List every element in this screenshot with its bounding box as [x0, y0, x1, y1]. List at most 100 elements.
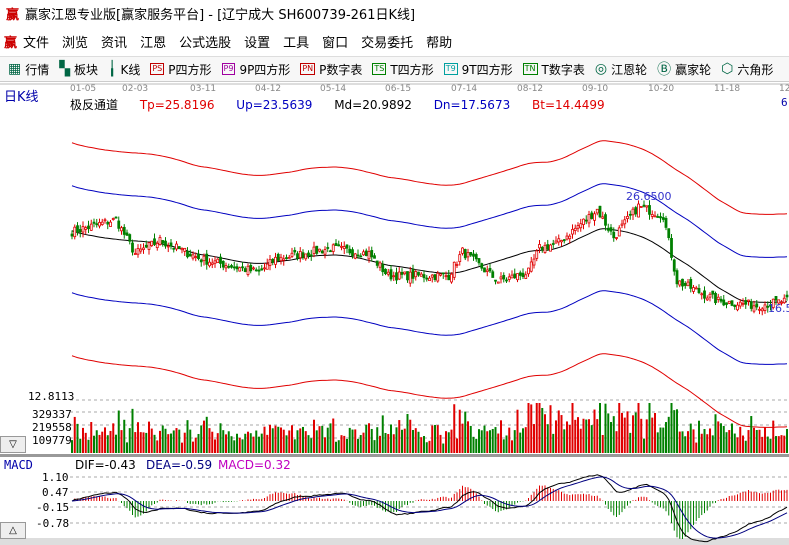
volume-bar	[530, 404, 533, 453]
candle-body	[683, 282, 687, 286]
volume-bar	[412, 429, 414, 453]
volume-bar	[483, 425, 486, 453]
volume-bar	[379, 435, 381, 453]
candle-body	[230, 265, 233, 268]
middle-line	[71, 228, 788, 303]
volume-bar	[667, 416, 670, 453]
volume-bar	[343, 435, 346, 453]
toolbar-button[interactable]: ⬡ 六角形	[721, 61, 773, 78]
volume-bar	[194, 437, 197, 453]
candle-body	[326, 247, 330, 249]
candle-body	[771, 298, 775, 308]
candle-body	[722, 299, 726, 306]
candle-body	[579, 223, 583, 229]
menu-item[interactable]: 帮助	[426, 35, 453, 51]
app-menu-icon[interactable]: 赢	[4, 35, 18, 51]
volume-bar	[621, 412, 623, 453]
menu-item[interactable]: 文件	[23, 35, 50, 51]
toolbar-button[interactable]: ▚ 板块	[59, 61, 98, 78]
volume-bar	[508, 427, 511, 453]
toolbar-button[interactable]: ╽ K线	[108, 61, 140, 78]
toolbar-label: T四方形	[390, 62, 434, 77]
candle-body	[334, 243, 338, 246]
volume-bar	[159, 430, 161, 453]
candle-body	[414, 271, 418, 278]
macd-axis-label: -0.78	[36, 517, 70, 530]
menu-item[interactable]: 设置	[244, 35, 271, 51]
toolbar-button[interactable]: P9 9P四方形	[221, 61, 290, 78]
toolbar-button[interactable]: ▦ 行情	[8, 61, 49, 78]
tp-value: Tp=25.8196	[139, 98, 215, 112]
volume-bar	[315, 430, 318, 453]
volume-bar	[588, 419, 590, 453]
candle-body	[131, 242, 134, 253]
toolbar-button[interactable]: PN P数字表	[300, 61, 362, 78]
candle-body	[287, 256, 291, 259]
volume-bar	[678, 431, 681, 453]
macd-axis-label: 0.47	[42, 486, 69, 499]
candle-body	[221, 260, 225, 268]
volume-bar	[596, 419, 599, 453]
volume-bar	[673, 410, 676, 453]
menu-item[interactable]: 江恩	[140, 35, 167, 51]
candle-body	[763, 304, 767, 311]
volume-bar	[769, 438, 772, 453]
candle-body	[436, 272, 440, 282]
candle-body	[780, 301, 783, 304]
collapse-up-button[interactable]: △	[0, 522, 26, 539]
toolbar-button[interactable]: T9 9T四方形	[443, 61, 513, 78]
toolbar-button[interactable]: TS T四方形	[372, 61, 434, 78]
volume-bar	[579, 428, 582, 453]
candle-body	[483, 267, 486, 273]
volume-bar	[739, 426, 742, 453]
candle-body	[433, 274, 437, 280]
candle-body	[604, 214, 607, 226]
candle-body	[480, 263, 484, 269]
volume-bar	[401, 429, 403, 453]
volume-bar	[654, 413, 656, 453]
volume-bar	[728, 430, 731, 453]
candle-body	[177, 246, 181, 250]
candle-body	[535, 250, 539, 259]
toolbar-button[interactable]: TN T数字表	[522, 61, 585, 78]
menu-item[interactable]: 窗口	[322, 35, 349, 51]
volume-bar	[634, 412, 637, 453]
volume-bar	[480, 430, 483, 453]
collapse-down-button[interactable]: ▽	[0, 436, 26, 453]
candle-body	[199, 259, 203, 263]
dif-line	[71, 474, 788, 543]
candle-body	[538, 244, 541, 249]
macd-axis-label: 1.10	[42, 471, 69, 484]
toolbar-button[interactable]: PS P四方形	[150, 61, 212, 78]
menu-item[interactable]: 交易委托	[361, 35, 414, 51]
toolbar-button[interactable]: Ⓑ 赢家轮	[657, 59, 711, 79]
candle-body	[315, 245, 319, 254]
menu-item[interactable]: 浏览	[62, 35, 89, 51]
volume-bar	[241, 439, 244, 453]
volume-bar	[645, 419, 648, 453]
volume-bar	[467, 421, 469, 453]
candle-body	[76, 225, 79, 233]
volume-bar	[236, 433, 238, 453]
toolbar-button[interactable]: ◎ 江恩轮	[595, 61, 647, 78]
scrollbar	[0, 538, 789, 545]
volume-bar	[742, 435, 744, 453]
candle-body	[549, 244, 552, 252]
volume-bar	[134, 432, 137, 453]
volume-bar	[640, 418, 643, 453]
menu-item[interactable]: 资讯	[101, 35, 128, 51]
volume-bar	[772, 420, 775, 453]
candle-body	[147, 242, 151, 250]
menu-item[interactable]: 公式选股	[179, 35, 232, 51]
volume-bar	[109, 430, 112, 453]
volume-bar	[505, 435, 508, 453]
candle-body	[661, 217, 665, 220]
volume-bar	[406, 413, 409, 453]
volume-bar	[665, 422, 667, 453]
candle-body	[648, 205, 651, 215]
volume-bar	[153, 434, 156, 453]
candle-body	[243, 268, 247, 272]
candle-body	[678, 280, 682, 286]
menu-item[interactable]: 工具	[283, 35, 310, 51]
